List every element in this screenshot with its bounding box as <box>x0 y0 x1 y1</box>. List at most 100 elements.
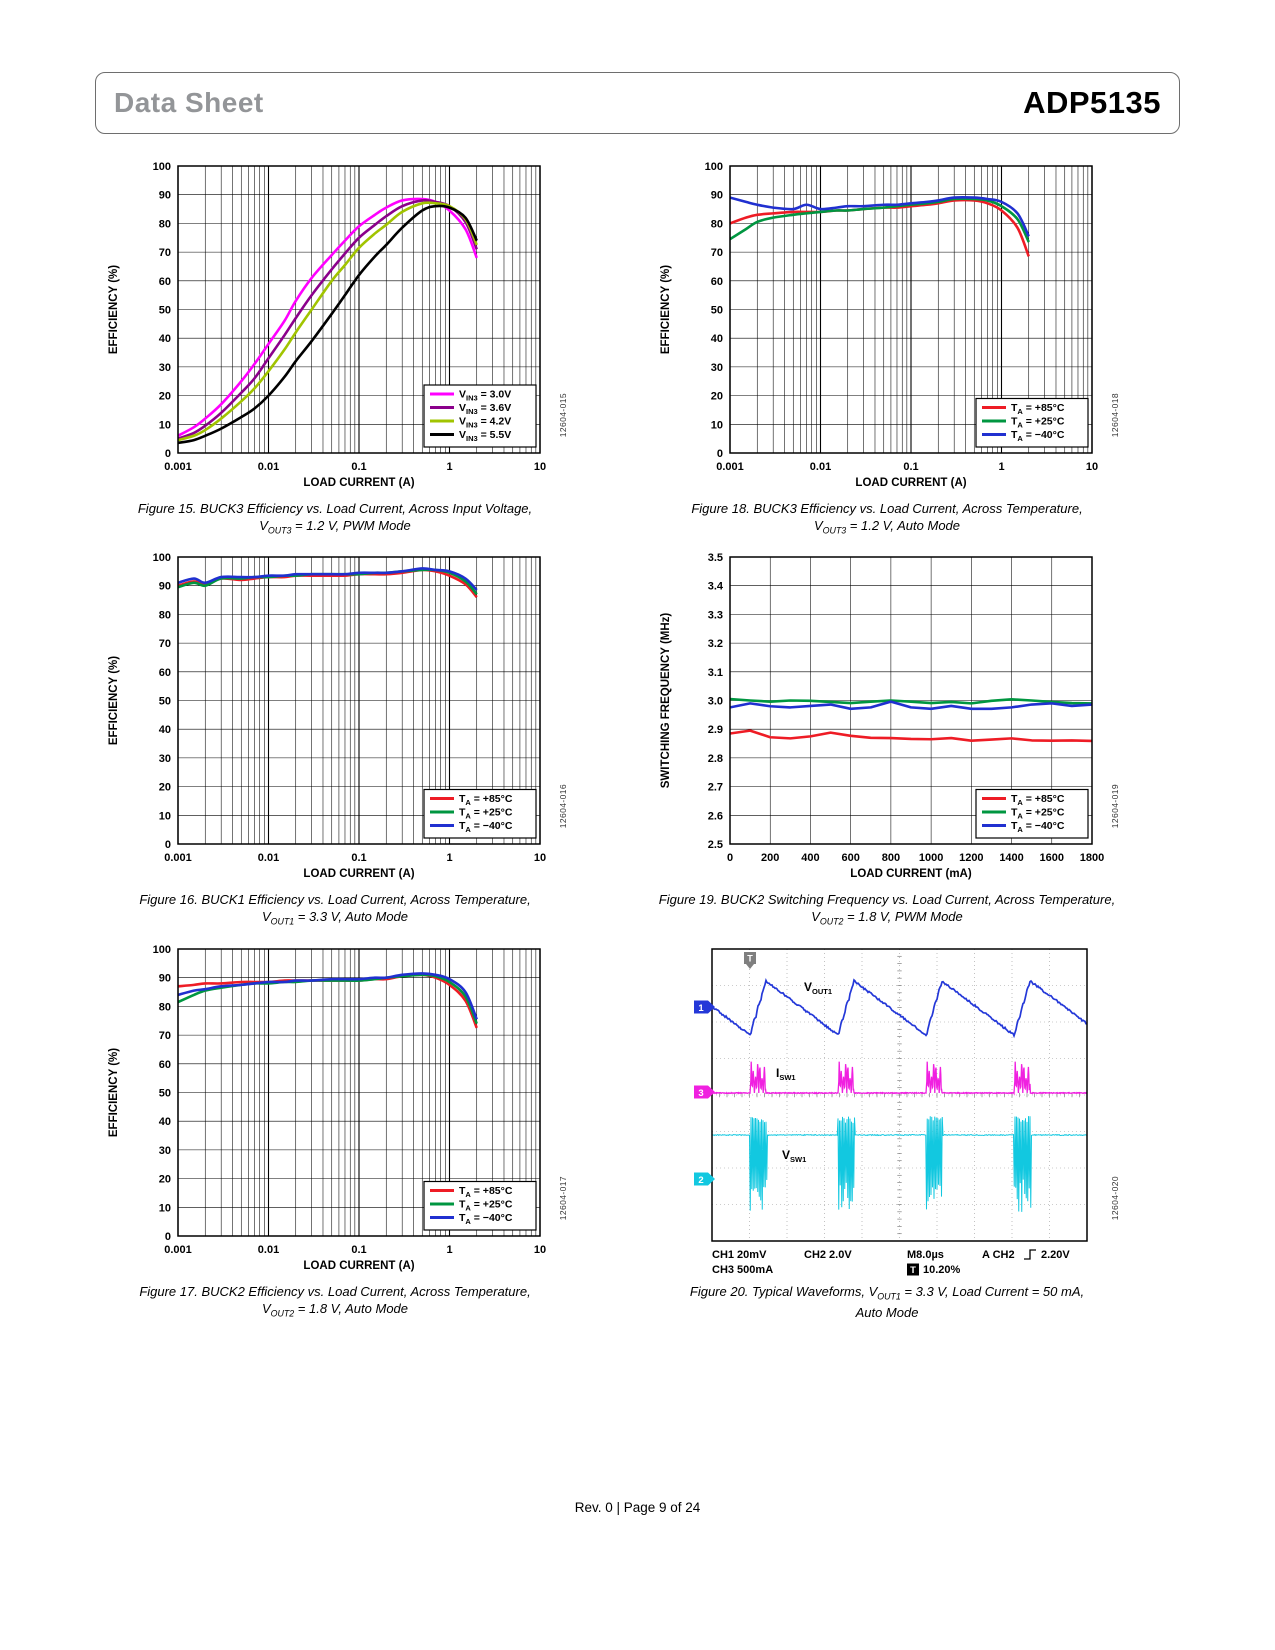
svg-text:50: 50 <box>159 305 171 317</box>
svg-text:70: 70 <box>711 247 723 259</box>
trace-label: VSW1 <box>782 1148 806 1164</box>
plot-border <box>729 556 1093 845</box>
svg-text:VIN3 = 3.0V: VIN3 = 3.0V <box>459 389 511 403</box>
caption-line: VOUT3 = 1.2 V, Auto Mode <box>813 517 961 536</box>
series-line <box>178 198 478 440</box>
figure-19-chart: 2.5 2.6 2.7 2.8 2.9 3.0 3.1 3.2 3.3 3.4 3.5 0 200 400… <box>652 549 1122 889</box>
vout1-trace <box>712 978 1087 1039</box>
svg-text:60: 60 <box>159 276 171 288</box>
figure-18-chart: 0 10 20 30 40 50 60 70 80 90 100 0.001 0.01 0.1 1 10 LOA… <box>652 158 1122 498</box>
caption-line: Auto Mode <box>855 1305 919 1321</box>
svg-text:TA = +85°C: TA = +85°C <box>1011 402 1065 416</box>
svg-text:0.01: 0.01 <box>258 461 279 473</box>
figure-16-svg: 0 10 20 30 40 50 60 70 80 90 100 0.001 0.01 0.1 1 10 LOA… <box>108 552 546 880</box>
series <box>730 195 1030 257</box>
svg-text:80: 80 <box>711 218 723 230</box>
svg-text:400: 400 <box>801 852 819 864</box>
document-type-label: Data Sheet <box>114 87 264 118</box>
svg-text:200: 200 <box>761 852 779 864</box>
series-line <box>178 972 478 1020</box>
series-line <box>730 697 1092 705</box>
svg-text:1600: 1600 <box>1040 852 1064 864</box>
caption-line: Figure 17. BUCK2 Efficiency vs. Load Cur… <box>139 1284 531 1299</box>
svg-text:30: 30 <box>159 362 171 374</box>
svg-text:90: 90 <box>159 973 171 985</box>
svg-text:3.5: 3.5 <box>708 552 723 564</box>
svg-text:0.1: 0.1 <box>351 461 366 473</box>
figure-15-caption: Figure 15. BUCK3 Efficiency vs. Load Cur… <box>100 501 570 539</box>
svg-text:0: 0 <box>165 839 171 851</box>
x-axis-title: LOAD CURRENT (A) <box>855 477 966 489</box>
part-number: ADP5135 <box>1023 85 1161 120</box>
figure-20-id: 12604-020 <box>1110 1176 1120 1221</box>
figure-18-svg: 0 10 20 30 40 50 60 70 80 90 100 0.001 0.01 0.1 1 10 LOA… <box>660 161 1098 489</box>
plot-border <box>177 948 541 1237</box>
svg-text:40: 40 <box>159 333 171 345</box>
channel-marker <box>694 1000 708 1014</box>
svg-text:TA = +25°C: TA = +25°C <box>459 1199 513 1213</box>
figure-19-caption: Figure 19. BUCK2 Switching Frequency vs.… <box>652 892 1122 930</box>
caption-line: Figure 15. BUCK3 Efficiency vs. Load Cur… <box>137 501 533 516</box>
svg-text:100: 100 <box>153 944 171 956</box>
svg-text:100: 100 <box>153 161 171 173</box>
svg-text:1000: 1000 <box>919 852 943 864</box>
svg-text:20: 20 <box>159 1174 171 1186</box>
svg-text:1: 1 <box>446 1244 452 1256</box>
plot-border <box>729 165 1093 454</box>
svg-text:CH2 2.0V: CH2 2.0V <box>804 1249 852 1261</box>
page-footer: Rev. 0 | Page 9 of 24 <box>574 1500 701 1515</box>
series <box>178 972 478 1029</box>
figure-20-scope: 1 3 2 T VOUT1 ISW1 VSW1 CH1 20mV CH2 2.0V M8.0µs A… <box>652 941 1122 1281</box>
series-line <box>178 201 478 442</box>
svg-text:TA = +85°C: TA = +85°C <box>459 1185 513 1199</box>
svg-text:0.01: 0.01 <box>810 461 831 473</box>
figure-17-id: 12604-017 <box>558 1176 568 1221</box>
svg-text:2.6: 2.6 <box>708 810 723 822</box>
svg-text:20: 20 <box>711 391 723 403</box>
scope-traces <box>712 978 1087 1212</box>
svg-text:3: 3 <box>698 1088 703 1099</box>
svg-text:A CH2: A CH2 <box>982 1249 1015 1261</box>
svg-text:2.9: 2.9 <box>708 724 723 736</box>
svg-text:10: 10 <box>534 852 546 864</box>
svg-text:10: 10 <box>534 461 546 473</box>
series <box>178 567 478 599</box>
svg-text:2.7: 2.7 <box>708 782 723 794</box>
legend: TA = +85°CTA = +25°CTA = −40°C <box>423 1180 537 1231</box>
svg-text:50: 50 <box>711 305 723 317</box>
svg-text:50: 50 <box>159 1088 171 1100</box>
series-line <box>178 973 478 1029</box>
caption-line: Figure 19. BUCK2 Switching Frequency vs.… <box>658 892 1116 907</box>
trace-label: VOUT1 <box>804 980 832 996</box>
caption-line: Figure 20. Typical Waveforms, VOUT1 = 3.… <box>689 1284 1085 1302</box>
series-line <box>730 700 1092 711</box>
svg-text:10: 10 <box>1086 461 1098 473</box>
svg-text:0.001: 0.001 <box>164 1244 192 1256</box>
svg-text:TA = −40°C: TA = −40°C <box>1011 820 1065 834</box>
svg-text:70: 70 <box>159 1030 171 1042</box>
trace-label: ISW1 <box>776 1066 796 1082</box>
figure-18: 0 10 20 30 40 50 60 70 80 90 100 0.001 0.01 0.1 1 10 LOA… <box>652 158 1122 539</box>
y-axis-title: EFFICIENCY (%) <box>660 265 672 354</box>
svg-text:T: T <box>910 1265 916 1276</box>
svg-text:CH3 500mA: CH3 500mA <box>712 1264 773 1276</box>
svg-text:40: 40 <box>159 724 171 736</box>
svg-text:800: 800 <box>882 852 900 864</box>
svg-text:60: 60 <box>711 276 723 288</box>
page-header: Data Sheet ADP5135 <box>95 72 1180 134</box>
svg-text:10: 10 <box>159 810 171 822</box>
figure-15-chart: 0 10 20 30 40 50 60 70 80 90 100 0.001 0.01 0.1 1 10 LOA… <box>100 158 570 498</box>
svg-text:VIN3 = 5.5V: VIN3 = 5.5V <box>459 429 511 443</box>
figure-18-caption: Figure 18. BUCK3 Efficiency vs. Load Cur… <box>652 501 1122 539</box>
y-axis-title: EFFICIENCY (%) <box>108 1048 120 1137</box>
svg-text:0.01: 0.01 <box>258 1244 279 1256</box>
scope-svg: 1 3 2 T VOUT1 ISW1 VSW1 CH1 20mV CH2 2.0V M8.0µs A… <box>694 948 1088 1276</box>
svg-text:0: 0 <box>165 448 171 460</box>
svg-text:70: 70 <box>159 247 171 259</box>
y-axis-title: SWITCHING FREQUENCY (MHz) <box>660 613 672 789</box>
svg-text:VIN3 = 3.6V: VIN3 = 3.6V <box>459 402 511 416</box>
svg-text:0.1: 0.1 <box>903 461 918 473</box>
svg-text:0.001: 0.001 <box>716 461 744 473</box>
